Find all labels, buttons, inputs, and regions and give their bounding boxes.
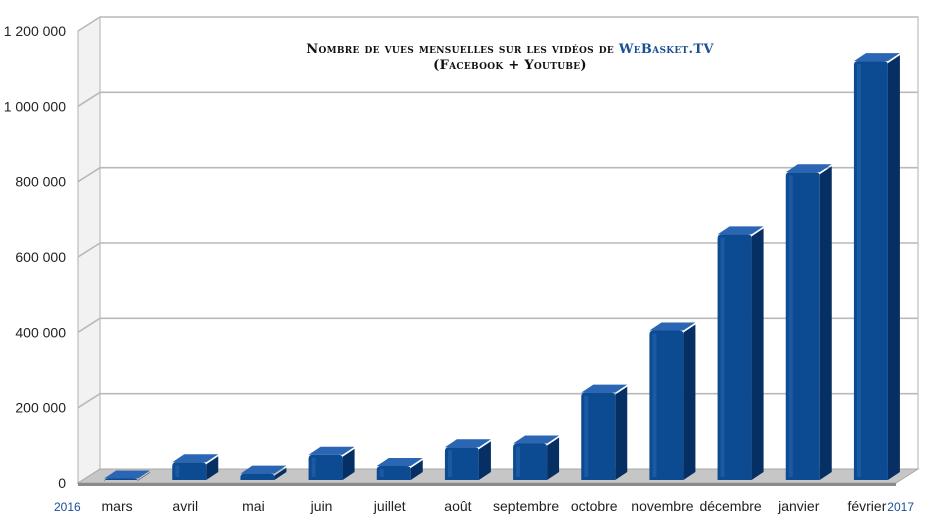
bar-highlight xyxy=(379,469,384,477)
bar-side xyxy=(683,324,696,480)
bar-side xyxy=(615,386,628,480)
bar-highlight xyxy=(447,450,452,477)
bar-top xyxy=(240,465,287,474)
bar-front xyxy=(581,392,616,480)
x-tick-label: juillet xyxy=(373,498,406,514)
gridline xyxy=(77,242,918,258)
gridline xyxy=(77,317,918,334)
bar-highlight xyxy=(584,395,589,477)
bar xyxy=(240,465,287,480)
year-start-label: 2016 xyxy=(54,500,81,514)
bar xyxy=(172,454,219,480)
bar-front xyxy=(444,447,479,480)
bar-highlight xyxy=(311,457,316,477)
chart-title-brand: WeBasket.TV xyxy=(618,42,715,57)
bar xyxy=(376,458,423,480)
bar-top xyxy=(785,164,832,173)
x-tick-label: septembre xyxy=(493,498,559,514)
bar xyxy=(444,439,491,480)
y-axis-tick-labels: 0 200 000 400 000 600 000 800 000 1 000 000 1 … xyxy=(4,23,67,491)
y-tick-label: 600 000 xyxy=(15,249,66,265)
bar-side xyxy=(274,467,287,480)
bar-side xyxy=(819,166,832,480)
bar-top xyxy=(444,439,491,448)
bar-top xyxy=(308,446,355,455)
bar xyxy=(513,435,560,480)
year-end-label: 2017 xyxy=(887,500,914,514)
bar-side xyxy=(751,228,764,480)
bar xyxy=(104,470,151,483)
gridline xyxy=(77,392,918,409)
bar xyxy=(649,322,696,480)
floor-edge xyxy=(78,483,896,486)
x-axis-tick-labels: mars avril mai juin juillet août septembre octo… xyxy=(102,498,887,514)
chart-floor xyxy=(76,468,920,486)
bar-front xyxy=(104,478,139,483)
bar-top xyxy=(172,454,219,463)
gridline xyxy=(77,166,918,183)
bar-front xyxy=(240,473,275,480)
gridlines xyxy=(77,16,918,409)
bar-highlight xyxy=(856,64,861,477)
bar-front xyxy=(853,61,888,481)
bar-highlight xyxy=(652,333,657,477)
bar-front xyxy=(308,454,343,480)
bar xyxy=(308,446,355,480)
x-tick-label: février xyxy=(847,498,886,514)
x-tick-label: avril xyxy=(172,498,198,514)
bar-side xyxy=(887,55,900,481)
bar-top xyxy=(581,384,628,393)
bar-front xyxy=(717,234,752,480)
bar-top xyxy=(649,322,696,331)
bar-side xyxy=(410,460,423,480)
x-tick-label: mai xyxy=(242,498,265,514)
bar-front xyxy=(785,172,820,480)
y-tick-label: 1 200 000 xyxy=(4,23,66,39)
gridline xyxy=(77,91,918,108)
bar-side xyxy=(138,472,151,481)
bar-highlight xyxy=(175,465,180,477)
bar-highlight xyxy=(788,175,793,477)
bar-top xyxy=(376,458,423,467)
y-tick-label: 200 000 xyxy=(15,400,66,416)
x-tick-label: décembre xyxy=(699,498,761,514)
x-tick-label: janvier xyxy=(777,498,820,514)
bar-top xyxy=(513,435,560,444)
bar-highlight xyxy=(516,446,521,477)
chart-subtitle: (Facebook + Youtube) xyxy=(433,58,587,73)
bar xyxy=(785,164,832,480)
y-tick-label: 400 000 xyxy=(15,324,66,340)
bar xyxy=(853,53,900,481)
bar-side xyxy=(206,456,219,480)
bar-front xyxy=(513,443,548,480)
bar-front xyxy=(172,462,207,480)
chart-title: Nombre de vues mensuelles sur les vidéos… xyxy=(306,42,714,57)
bar xyxy=(581,384,628,480)
x-tick-label: octobre xyxy=(571,498,618,514)
bar xyxy=(717,226,764,480)
bars xyxy=(104,53,900,483)
gridline xyxy=(77,16,918,32)
x-tick-label: mars xyxy=(102,498,133,514)
bar-front xyxy=(376,466,411,480)
bar-side xyxy=(342,448,355,480)
bar-top xyxy=(104,470,151,479)
x-tick-label: août xyxy=(444,498,471,514)
bar-side xyxy=(478,441,491,480)
bar-highlight xyxy=(720,237,725,477)
y-tick-label: 1 000 000 xyxy=(4,98,66,114)
bar-side xyxy=(547,437,560,480)
bar-front xyxy=(649,330,684,480)
y-tick-label: 0 xyxy=(58,475,66,491)
bar-top xyxy=(717,226,764,235)
x-tick-label: juin xyxy=(310,498,333,514)
x-tick-label: novembre xyxy=(631,498,693,514)
y-tick-label: 800 000 xyxy=(15,174,66,190)
bar-top xyxy=(853,53,900,62)
